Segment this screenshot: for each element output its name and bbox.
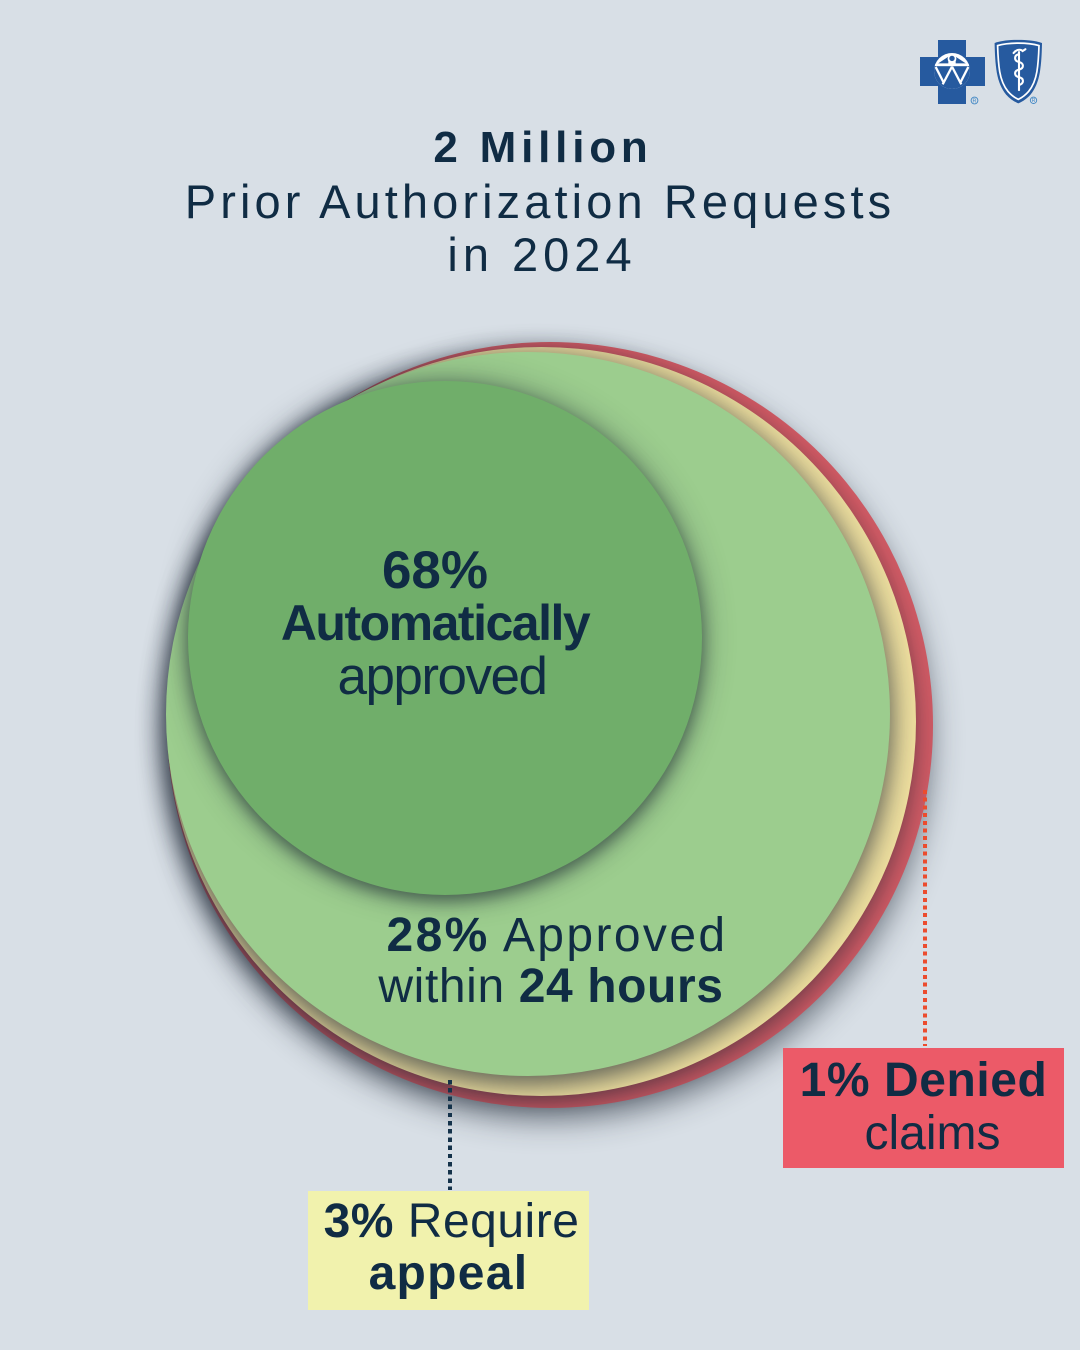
svg-text:R: R — [1032, 98, 1036, 104]
svg-text:R: R — [973, 99, 977, 105]
